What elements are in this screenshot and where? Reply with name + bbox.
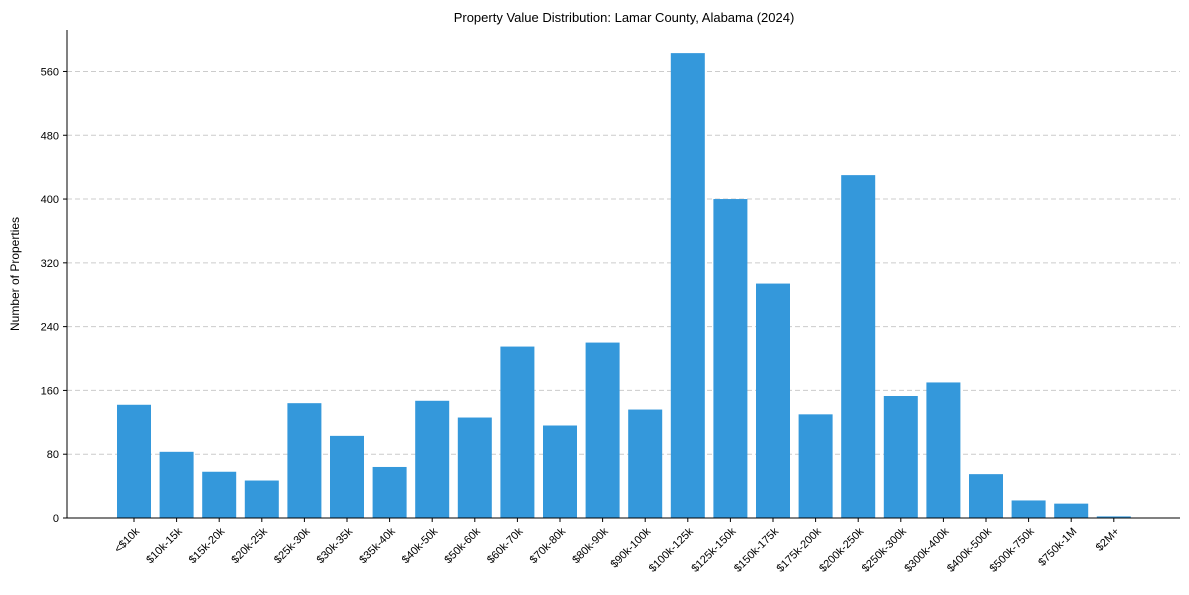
x-tick-label: $200k-250k bbox=[817, 525, 866, 574]
bar bbox=[287, 403, 322, 518]
gridlines bbox=[67, 70, 1180, 455]
bar bbox=[330, 435, 364, 518]
y-ticks: 0 80 160 240 320 400 480 560 bbox=[41, 66, 67, 525]
bar bbox=[1054, 503, 1089, 518]
bar bbox=[244, 480, 279, 518]
bar bbox=[500, 346, 535, 518]
y-axis-label: Number of Properties bbox=[8, 217, 22, 331]
x-tick-label: $50k-60k bbox=[442, 525, 483, 566]
x-tick-label: $90k-100k bbox=[609, 525, 654, 570]
x-tick-label: $20k-25k bbox=[229, 525, 270, 566]
x-tick-label: $15k-20k bbox=[187, 525, 228, 566]
x-tick-label: $175k-200k bbox=[775, 525, 824, 574]
x-tick-label: $60k-70k bbox=[485, 525, 526, 566]
x-tick-label: $100k-125k bbox=[647, 525, 696, 574]
chart-title: Property Value Distribution: Lamar Count… bbox=[454, 10, 795, 25]
bar bbox=[628, 409, 663, 518]
y-tick-label: 160 bbox=[41, 385, 59, 397]
x-tick-label: $10k-15k bbox=[144, 525, 185, 566]
x-tick-label: $150k-175k bbox=[732, 525, 781, 574]
bar bbox=[202, 471, 237, 518]
x-tick-label: $125k-150k bbox=[689, 525, 738, 574]
x-tick-label: $400k-500k bbox=[945, 525, 994, 574]
bar bbox=[969, 474, 1003, 518]
bar bbox=[159, 451, 194, 518]
y-tick-label: 320 bbox=[41, 258, 59, 270]
bar bbox=[415, 400, 450, 518]
x-tick-label: $500k-750k bbox=[988, 525, 1037, 574]
bars bbox=[117, 53, 1131, 519]
bar bbox=[798, 414, 833, 518]
x-tick-label: <$10k bbox=[112, 525, 142, 555]
y-tick-label: 560 bbox=[41, 66, 59, 78]
axes bbox=[66, 30, 1180, 519]
bar bbox=[543, 425, 577, 518]
bar bbox=[117, 404, 151, 518]
x-tick-label: $750k-1M bbox=[1036, 526, 1079, 569]
bar bbox=[841, 175, 876, 518]
y-tick-label: 480 bbox=[41, 130, 59, 142]
bar bbox=[1011, 500, 1046, 518]
x-tick-label: $80k-90k bbox=[570, 525, 611, 566]
bar bbox=[372, 466, 407, 518]
bar bbox=[926, 382, 961, 518]
bar bbox=[883, 396, 918, 518]
x-tick-label: $40k-50k bbox=[400, 525, 441, 566]
bar bbox=[713, 199, 748, 518]
x-tick-label: $300k-400k bbox=[902, 525, 951, 574]
x-ticks: <$10k $10k-15k $15k-20k $20k-25k $25k-30k $30… bbox=[112, 518, 1122, 575]
bar bbox=[670, 53, 705, 519]
y-tick-label: 0 bbox=[53, 513, 59, 525]
bar bbox=[1096, 516, 1131, 518]
y-tick-label: 240 bbox=[41, 322, 59, 334]
x-tick-label: $250k-300k bbox=[860, 525, 909, 574]
x-tick-label: $2M+ bbox=[1094, 526, 1122, 554]
y-tick-label: 400 bbox=[41, 194, 59, 206]
x-tick-label: $70k-80k bbox=[528, 525, 569, 566]
bar bbox=[585, 342, 620, 518]
x-tick-label: $30k-35k bbox=[315, 525, 356, 566]
bar bbox=[756, 283, 790, 518]
x-tick-label: $35k-40k bbox=[357, 525, 398, 566]
x-tick-label: $25k-30k bbox=[272, 525, 313, 566]
y-tick-label: 80 bbox=[47, 449, 59, 461]
bar bbox=[457, 417, 492, 518]
